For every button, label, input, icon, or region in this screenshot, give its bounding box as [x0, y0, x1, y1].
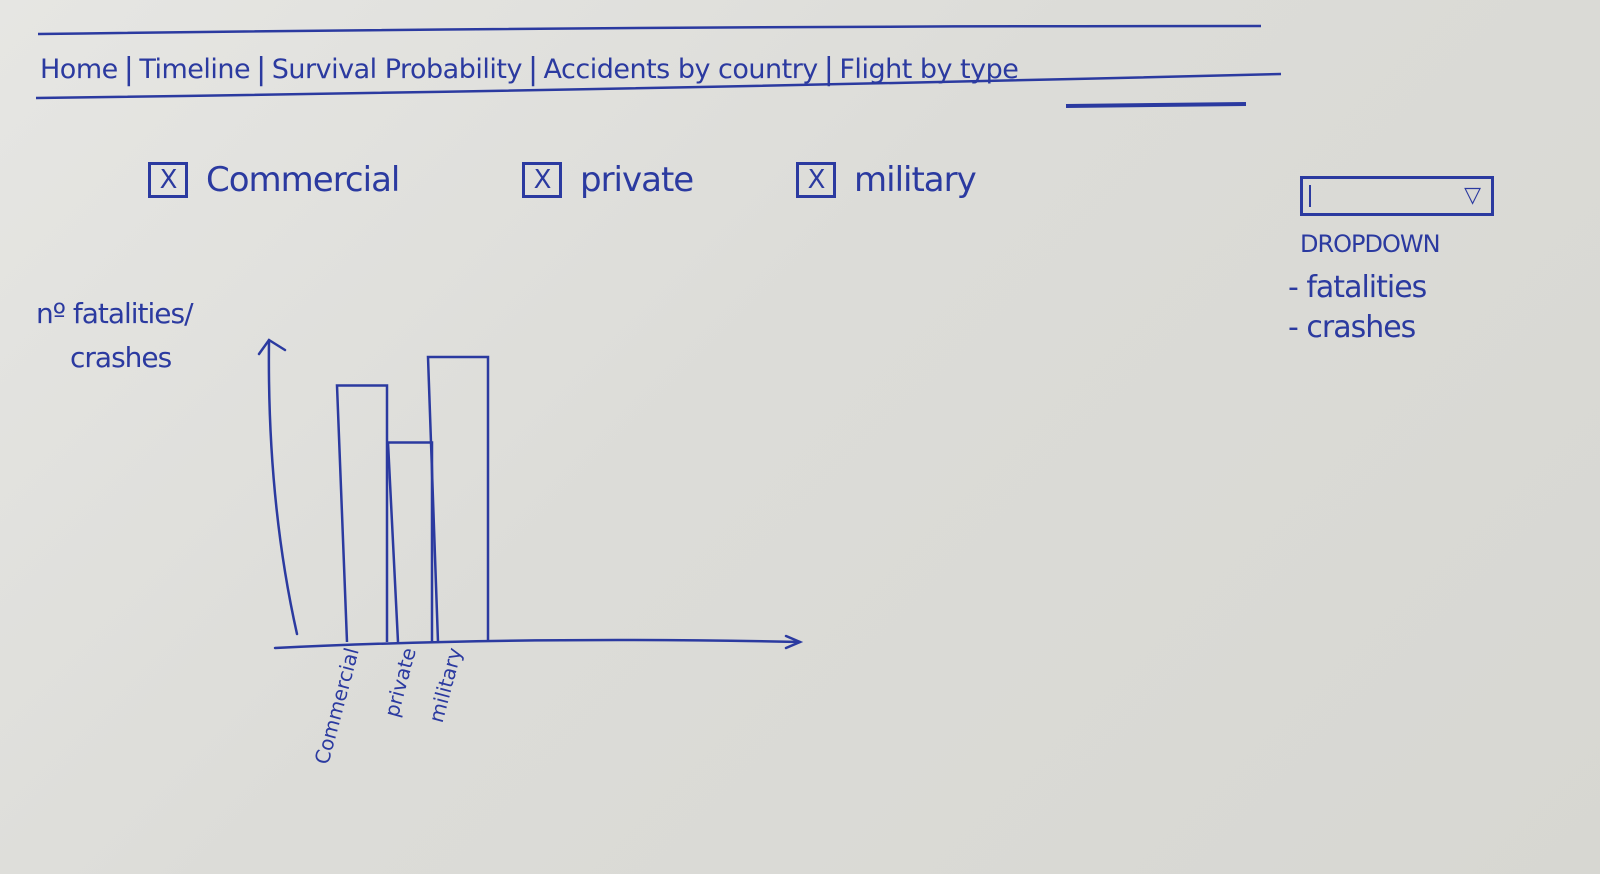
y-axis-label-line2: crashes — [70, 341, 172, 374]
chart-axes — [257, 338, 804, 650]
check-mark-icon: X — [533, 165, 552, 195]
metric-dropdown-group: ▽ DROPDOWN - fatalities - crashes — [1288, 176, 1500, 348]
chart-tick-labels: Commercial private military — [310, 645, 467, 767]
nav-link-accidents-by-country[interactable]: Accidents by country — [543, 54, 819, 85]
dropdown-option-fatalities[interactable]: - fatalities — [1288, 270, 1427, 305]
commercial-checkbox[interactable]: X — [148, 162, 188, 198]
nav-link-home[interactable]: Home — [40, 54, 118, 85]
nav-separator: | — [123, 52, 134, 87]
bar-private[interactable] — [386, 441, 434, 643]
military-label: military — [854, 160, 977, 200]
private-checkbox[interactable]: X — [522, 162, 562, 198]
filter-private[interactable]: X private — [522, 160, 694, 200]
nav-link-survival-probability[interactable]: Survival Probability — [271, 54, 523, 85]
x-axis-line — [273, 638, 802, 650]
military-checkbox[interactable]: X — [796, 162, 836, 198]
chevron-down-icon[interactable]: ▽ — [1464, 183, 1481, 208]
bar-military[interactable] — [426, 355, 490, 643]
nav-link-timeline[interactable]: Timeline — [139, 54, 251, 85]
x-tick-label: military — [424, 645, 467, 725]
nav-link-flight-by-type[interactable]: Flight by type — [839, 54, 1019, 85]
nav-separator: | — [823, 52, 834, 87]
nav-bar: Home | Timeline | Survival Probability | Accid… — [35, 22, 1286, 108]
dropdown-caption: DROPDOWN — [1300, 230, 1441, 258]
nav-frame — [35, 24, 1282, 108]
check-mark-icon: X — [159, 165, 178, 195]
y-axis-label: nº fatalities/ crashes — [36, 292, 194, 380]
nav-separator: | — [256, 52, 266, 87]
dropdown-option-crashes[interactable]: - crashes — [1288, 310, 1416, 345]
y-axis-line — [267, 338, 299, 636]
metric-dropdown[interactable]: ▽ — [1300, 176, 1494, 216]
nav-separator: | — [527, 52, 538, 87]
x-tick-label: Commercial — [310, 645, 364, 767]
y-axis-label-line1: nº fatalities/ — [36, 297, 194, 330]
x-tick-label: private — [379, 645, 420, 720]
active-tab-underline — [1065, 102, 1247, 108]
dropdown-options: - fatalities - crashes — [1288, 268, 1500, 348]
text-caret — [1309, 185, 1311, 207]
y-axis-arrow-icon — [257, 338, 287, 356]
x-axis-arrow-icon — [784, 634, 804, 650]
commercial-label: Commercial — [206, 160, 400, 200]
private-label: private — [580, 160, 694, 200]
chart-bars — [335, 355, 490, 643]
bar-commercial[interactable] — [335, 384, 389, 643]
check-mark-icon: X — [807, 165, 826, 195]
filter-military[interactable]: X military — [796, 160, 977, 200]
filter-commercial[interactable]: X Commercial — [148, 160, 400, 200]
